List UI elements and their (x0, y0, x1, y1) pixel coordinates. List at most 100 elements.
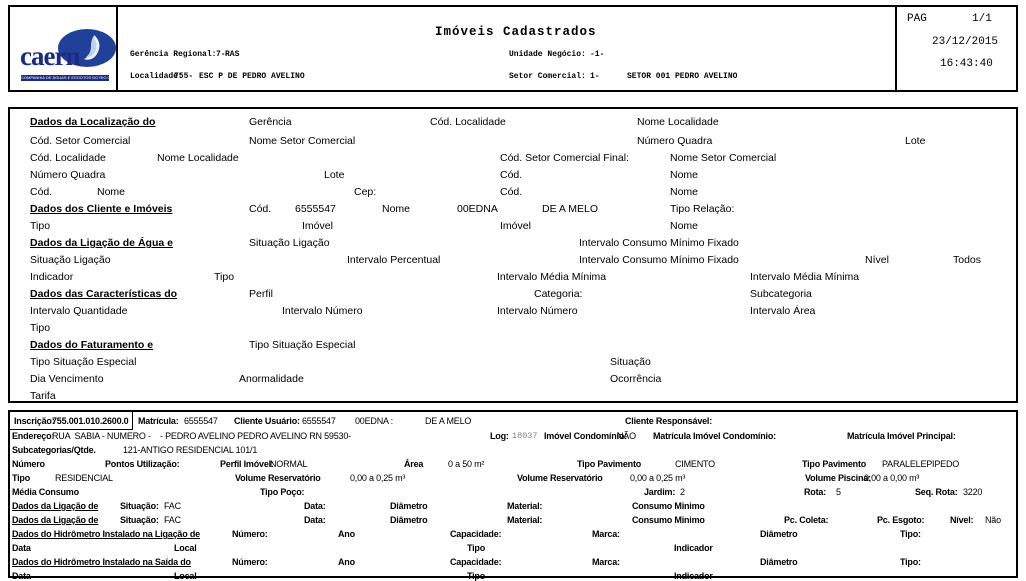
filter-field-label: Tipo (214, 271, 235, 283)
filter-field-label: Nome (382, 203, 411, 215)
tipo-label: Tipo (467, 543, 486, 553)
ano-label: Ano (338, 557, 355, 567)
filter-field-label: Tipo Situação Especial (249, 339, 356, 351)
situacao-value: FAC (164, 501, 181, 511)
filter-field-label: Intervalo Número (497, 305, 578, 317)
indicador-label: Indicador (674, 571, 713, 581)
filter-field-label: Dia Vencimento (30, 373, 104, 385)
header-divider-left (116, 7, 118, 90)
caern-logo: caern COMPANHIA DE ÁGUAS E ESGOTOS DO RI… (10, 7, 116, 90)
filter-field-label: Intervalo Média Mínima (497, 271, 607, 283)
filter-field-value: 00EDNA (457, 203, 498, 215)
inscricao-box (10, 412, 133, 430)
cliente-nome: DE A MELO (425, 416, 472, 426)
matricula-principal-label: Matrícula Imóvel Principal: (847, 431, 956, 441)
logo-tagline: COMPANHIA DE ÁGUAS E ESGOTOS DO RIO GRAN… (21, 75, 109, 81)
cliente-usuario-label: Cliente Usuário: (234, 416, 300, 426)
gerencia-regional-name: RAS (225, 50, 240, 59)
tipo-value: RESIDENCIAL (55, 473, 113, 483)
report-date: 23/12/2015 (932, 36, 999, 48)
situacao-label: Situação: (120, 515, 159, 525)
data-label: Data (12, 543, 31, 553)
data-label: Data: (304, 501, 326, 511)
filter-field-label: Ocorrência (610, 373, 662, 385)
tipo-pavimento-value: CIMENTO (675, 459, 715, 469)
media-consumo-label: Média Consumo (12, 487, 79, 497)
material-label: Material: (507, 501, 543, 511)
property-record-panel: Inscrição: 755.001.010.2600.0 Matrícula:… (8, 410, 1018, 581)
filter-field-label: Nome (670, 186, 699, 198)
filter-field-label: Nome Localidade (637, 116, 719, 128)
filter-field-label: Nome (97, 186, 126, 198)
pc-esgoto-label: Pc. Esgoto: (877, 515, 925, 525)
endereco-value: RUA SABIA - NUMERO - - PEDRO AVELINO PED… (52, 431, 351, 441)
filter-field-label: Cód. (500, 186, 523, 198)
filter-field-label: Imóvel (302, 220, 333, 232)
log-label: Log: (490, 431, 509, 441)
gerencia-regional-code: 7- (216, 50, 226, 59)
filter-field-label: Imóvel (500, 220, 531, 232)
filter-field-label: Gerência (249, 116, 292, 128)
filter-field-label: Cód. (30, 186, 53, 198)
local-label: Local (174, 571, 197, 581)
filter-field-label: Intervalo Consumo Mínimo Fixado (579, 254, 739, 266)
tipo-label: Tipo: (900, 557, 921, 567)
filter-field-label: Cód. (500, 169, 523, 181)
inscricao-label: Inscrição: (14, 416, 55, 426)
filter-field-label: Tipo Situação Especial (30, 356, 137, 368)
page-title: Imóveis Cadastrados (435, 25, 597, 39)
hidrometro-ligacao-section-title: Dados do Hidrômetro Instalado na Ligação… (12, 529, 200, 539)
filter-field-label: Intervalo Consumo Mínimo Fixado (579, 237, 739, 249)
inscricao-value: 755.001.010.2600.0 (52, 416, 129, 426)
cliente-responsavel-label: Cliente Responsável: (625, 416, 713, 426)
filter-field-label: Cód. Localidade (430, 116, 506, 128)
imovel-condominio-label: Imóvel Condomínio: (544, 431, 627, 441)
material-label: Material: (507, 515, 543, 525)
subcategorias-value: 121-ANTIGO RESIDENCIAL 101/1 (123, 445, 258, 455)
nivel-value: Não (985, 515, 1001, 525)
report-time: 16:43:40 (940, 58, 993, 70)
diametro-label: Diâmetro (760, 529, 798, 539)
volume-piscina-label: Volume Piscina: (805, 473, 871, 483)
filter-field-label: Nível (865, 254, 889, 266)
seq-rota-value: 3220 (963, 487, 983, 497)
unidade-negocio-code: -1- (590, 50, 605, 59)
volume-piscina-value: 0,00 a 0,00 m³ (864, 473, 920, 483)
filter-field-label: Cód. Localidade (30, 152, 106, 164)
filter-field-label: Cód. (249, 203, 272, 215)
water-drop-icon (57, 29, 116, 67)
filter-field-label: Situação Ligação (30, 254, 111, 266)
matricula-condominio-label: Matrícula Imóvel Condomínio: (653, 431, 776, 441)
filter-field-label: Intervalo Média Mínima (750, 271, 860, 283)
localidade-label: Localidade: (130, 72, 183, 81)
page-number-value: 1/1 (972, 13, 992, 25)
setor-comercial-label: Setor Comercial: (509, 72, 586, 81)
tipo-pavimento-label: Tipo Pavimento (802, 459, 867, 469)
filter-section-title: Dados dos Cliente e Imóveis (30, 203, 173, 215)
matricula-value: 6555547 (184, 416, 218, 426)
numero-label: Número: (232, 529, 268, 539)
volume-reservatorio-value: 0,00 a 0,25 m³ (630, 473, 686, 483)
perfil-imovel-value: NORMAL (270, 459, 308, 469)
cliente-nome-codigo: 00EDNA : (355, 416, 393, 426)
filter-field-label: Intervalo Percentual (347, 254, 441, 266)
numero-label: Número: (232, 557, 268, 567)
area-value: 0 a 50 m² (448, 459, 485, 469)
filter-field-value: 6555547 (295, 203, 336, 215)
filter-field-label: Intervalo Número (282, 305, 363, 317)
volume-reservatorio-value: 0,00 a 0,25 m³ (350, 473, 406, 483)
diametro-label: Diâmetro (760, 557, 798, 567)
filter-field-label: Cód. Setor Comercial Final: (500, 152, 629, 164)
ano-label: Ano (338, 529, 355, 539)
endereco-label: Endereço: (12, 431, 55, 441)
capacidade-label: Capacidade: (450, 529, 502, 539)
volume-reservatorio-label: Volume Reservatório (235, 473, 321, 483)
gerencia-regional-label: Gerência Regional: (130, 50, 217, 59)
jardim-label: Jardim: (644, 487, 676, 497)
cliente-usuario-value: 6555547 (302, 416, 336, 426)
imovel-condominio-value: NÃO (617, 431, 636, 441)
tipo-pavimento-label: Tipo Pavimento (577, 459, 642, 469)
ligacao-esgoto-section-title: Dados da Ligação de (12, 515, 99, 525)
filter-criteria-panel: Dados da Localização do Gerência Cód. Lo… (8, 107, 1018, 403)
filter-field-label: Categoria: (534, 288, 583, 300)
